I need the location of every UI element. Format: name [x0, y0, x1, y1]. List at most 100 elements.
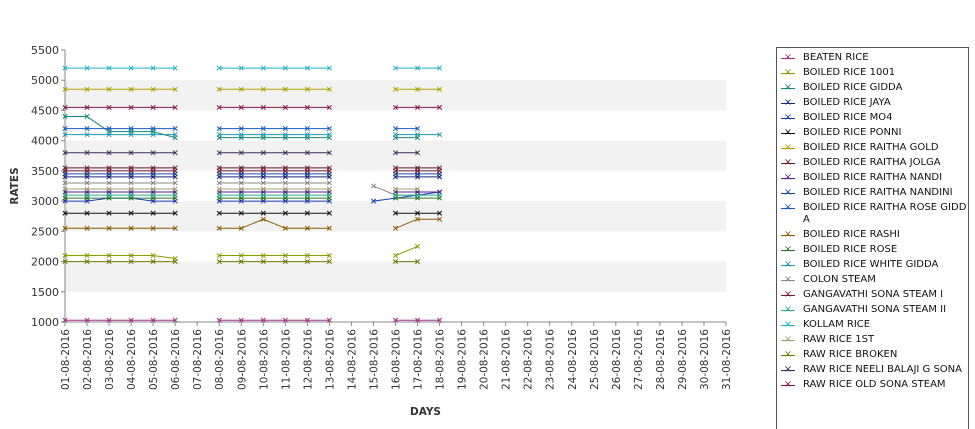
data-point [150, 126, 156, 132]
legend-item: × GANGAVATHI SONA STEAM II [777, 304, 968, 316]
data-point [304, 192, 310, 198]
legend-label: RAW RICE NEELI BALAJI G SONA [803, 364, 962, 375]
data-point [216, 86, 222, 92]
x-tick-label: 15-08-2016 [368, 329, 380, 390]
legend-marker-icon: × [781, 334, 795, 346]
x-tick-label: 02-08-2016 [82, 329, 94, 390]
data-point [326, 259, 332, 265]
data-point [238, 192, 244, 198]
data-point [150, 225, 156, 231]
data-point [326, 150, 332, 156]
data-point [128, 252, 134, 259]
legend-marker-icon: × [781, 289, 795, 301]
data-point [437, 86, 443, 92]
legend-marker-icon: × [781, 172, 795, 184]
data-point [437, 210, 443, 216]
data-point [106, 210, 112, 216]
data-point [282, 150, 288, 156]
legend-label: BOILED RICE JAYA [803, 97, 891, 108]
data-point [84, 150, 90, 156]
data-point [84, 104, 90, 110]
data-point [238, 65, 244, 71]
data-point [304, 259, 310, 265]
x-tick-label: 18-08-2016 [435, 329, 447, 390]
data-point [106, 168, 112, 174]
legend-item: × COLON STEAM [777, 274, 968, 286]
legend-item: × RAW RICE BROKEN [777, 349, 968, 361]
legend-label: KOLLAM RICE [803, 319, 871, 330]
legend-item: × BEATEN RICE [777, 52, 968, 64]
data-point [172, 104, 178, 110]
data-point [128, 186, 134, 192]
x-tick-label: 26-08-2016 [611, 329, 623, 390]
data-point [304, 132, 310, 138]
data-point [216, 65, 222, 71]
legend-label: BOILED RICE MO4 [803, 112, 893, 123]
legend-marker-icon: × [781, 364, 795, 376]
legend-item: × BOILED RICE RAITHA NANDINI [777, 187, 968, 199]
data-point [128, 150, 134, 156]
x-tick-label: 10-08-2016 [258, 329, 270, 390]
data-point [260, 216, 266, 222]
legend-item: × BOILED RICE PONNI [777, 127, 968, 139]
legend-item: × GANGAVATHI SONA STEAM I [777, 289, 968, 301]
legend-label: BEATEN RICE [803, 52, 869, 63]
legend-label: BOILED RICE 1001 [803, 67, 896, 78]
legend-marker-icon: × [781, 157, 795, 169]
legend-marker-icon: × [781, 127, 795, 139]
x-tick-label: 21-08-2016 [501, 329, 513, 390]
data-point [392, 86, 399, 92]
y-tick-label: 3000 [31, 195, 59, 208]
grid-band [65, 80, 726, 111]
legend-marker-icon: × [781, 319, 795, 331]
data-point [106, 126, 112, 132]
data-point [304, 86, 310, 92]
legend-label: BOILED RICE GIDDA [803, 82, 903, 93]
data-point [84, 186, 90, 192]
data-point [238, 259, 244, 265]
data-point [216, 186, 222, 192]
x-tick-label: 30-08-2016 [699, 329, 711, 390]
data-point [260, 210, 266, 216]
data-point [414, 150, 421, 156]
data-point [238, 317, 244, 323]
data-point [392, 186, 399, 192]
data-point [437, 104, 443, 110]
data-point [62, 132, 68, 138]
data-point [414, 216, 421, 222]
x-tick-label: 05-08-2016 [148, 329, 160, 390]
data-point [414, 186, 421, 192]
data-point [304, 252, 310, 259]
data-point [128, 210, 134, 216]
data-point [84, 132, 90, 138]
x-tick-label: 22-08-2016 [523, 329, 535, 390]
data-point [238, 126, 244, 132]
legend-marker-icon: × [781, 97, 795, 109]
data-point [282, 86, 288, 92]
data-point [84, 168, 90, 174]
x-tick-label: 29-08-2016 [677, 329, 689, 390]
data-point [304, 210, 310, 216]
data-point [326, 210, 332, 216]
data-point [282, 225, 288, 231]
data-point [172, 210, 178, 216]
y-tick-label: 2000 [31, 256, 59, 269]
legend-marker-icon: × [781, 67, 795, 79]
legend-label: BOILED RICE RAITHA ROSE GIDDA [803, 202, 967, 225]
legend-marker-icon: × [781, 187, 795, 199]
data-point [62, 186, 68, 192]
data-point [216, 192, 222, 198]
y-tick-label: 5000 [31, 74, 59, 87]
grid-band [65, 201, 726, 232]
data-point [106, 317, 112, 323]
data-point [304, 180, 310, 186]
rates-line-chart: 1000 1500 2000 2500 3000 3500 4000 4500 5000 5500… [9, 44, 733, 418]
data-point [392, 252, 399, 259]
data-point [238, 210, 244, 216]
data-point [106, 186, 112, 192]
x-tick-label: 31-08-2016 [721, 329, 733, 390]
data-point [172, 86, 178, 92]
data-point [216, 132, 222, 138]
data-point [150, 132, 156, 138]
series-line [65, 245, 418, 259]
